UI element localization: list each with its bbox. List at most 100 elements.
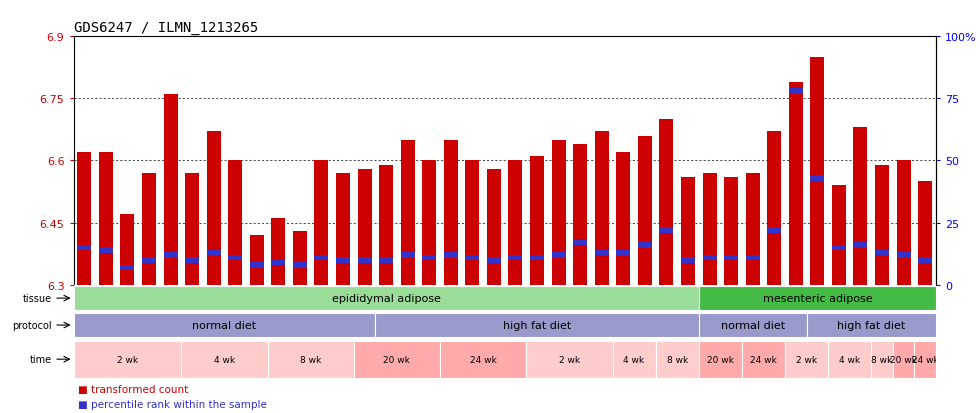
Text: normal diet: normal diet — [192, 320, 257, 330]
Bar — [785, 341, 828, 378]
Bar — [612, 341, 656, 378]
Bar — [638, 136, 652, 285]
Bar — [358, 169, 371, 285]
Bar — [444, 140, 458, 285]
Text: 2 wk: 2 wk — [559, 355, 580, 364]
Bar — [336, 257, 350, 263]
Bar — [440, 341, 526, 378]
Text: protocol: protocol — [13, 320, 52, 330]
Text: 20 wk: 20 wk — [890, 355, 917, 364]
Bar — [315, 255, 328, 261]
Text: 4 wk: 4 wk — [839, 355, 860, 364]
Bar — [724, 255, 738, 261]
Bar — [228, 161, 242, 285]
Bar — [526, 341, 612, 378]
Bar — [810, 58, 824, 285]
Bar — [573, 145, 587, 285]
Bar — [530, 157, 544, 285]
Bar — [832, 186, 846, 285]
Bar — [875, 250, 889, 256]
Bar — [271, 260, 285, 266]
Text: 8 wk: 8 wk — [666, 355, 688, 364]
Bar — [810, 176, 824, 181]
Bar — [164, 95, 177, 285]
Text: 2 wk: 2 wk — [796, 355, 817, 364]
Bar — [271, 219, 285, 285]
Bar — [573, 240, 587, 246]
Bar — [121, 265, 134, 271]
Bar — [185, 257, 199, 263]
Bar — [99, 153, 113, 285]
Bar — [828, 341, 871, 378]
Text: epididymal adipose: epididymal adipose — [331, 293, 441, 304]
Text: time: time — [29, 354, 52, 364]
Bar — [681, 178, 695, 285]
Bar — [660, 120, 673, 285]
Bar — [375, 313, 699, 337]
Bar — [767, 228, 781, 233]
Bar — [74, 285, 936, 413]
Bar — [77, 245, 91, 251]
Bar — [250, 235, 264, 285]
Text: 24 wk: 24 wk — [911, 355, 939, 364]
Text: 8 wk: 8 wk — [871, 355, 893, 364]
Bar — [354, 341, 440, 378]
Bar — [268, 341, 354, 378]
Text: 2 wk: 2 wk — [117, 355, 138, 364]
Bar — [703, 255, 716, 261]
Bar — [875, 165, 889, 285]
Bar — [789, 89, 803, 95]
Bar — [336, 173, 350, 285]
Bar — [893, 341, 914, 378]
Bar — [164, 252, 177, 258]
Bar — [74, 313, 375, 337]
Bar — [789, 83, 803, 285]
Text: GDS6247 / ILMN_1213265: GDS6247 / ILMN_1213265 — [74, 21, 258, 35]
Text: tissue: tissue — [23, 293, 52, 304]
Bar — [918, 257, 932, 263]
Text: normal diet: normal diet — [720, 320, 785, 330]
Bar — [746, 173, 760, 285]
Text: 24 wk: 24 wk — [469, 355, 497, 364]
Text: 4 wk: 4 wk — [214, 355, 235, 364]
Bar — [487, 257, 501, 263]
Bar — [767, 132, 781, 285]
Bar — [181, 341, 268, 378]
Bar — [401, 252, 415, 258]
Bar — [656, 341, 699, 378]
Bar — [422, 255, 436, 261]
Bar — [207, 250, 220, 256]
Text: ■ transformed count: ■ transformed count — [78, 384, 188, 394]
Text: 20 wk: 20 wk — [707, 355, 734, 364]
Bar — [854, 128, 867, 285]
Bar — [315, 161, 328, 285]
Bar — [871, 341, 893, 378]
Bar — [832, 245, 846, 251]
Text: mesenteric adipose: mesenteric adipose — [762, 293, 872, 304]
Bar — [250, 262, 264, 268]
Text: 4 wk: 4 wk — [623, 355, 645, 364]
Bar — [379, 257, 393, 263]
Bar — [466, 161, 479, 285]
Bar — [530, 255, 544, 261]
Bar — [552, 252, 565, 258]
Text: high fat diet: high fat diet — [503, 320, 571, 330]
Bar — [77, 153, 91, 285]
Text: 8 wk: 8 wk — [300, 355, 321, 364]
Bar — [142, 173, 156, 285]
Bar — [742, 341, 785, 378]
Bar — [660, 228, 673, 233]
Bar — [487, 169, 501, 285]
Bar — [293, 262, 307, 268]
Bar — [681, 257, 695, 263]
Bar — [552, 140, 565, 285]
Bar — [616, 250, 630, 256]
Bar — [207, 132, 220, 285]
Text: high fat diet: high fat diet — [837, 320, 906, 330]
Bar — [185, 173, 199, 285]
Bar — [466, 255, 479, 261]
Bar — [897, 252, 910, 258]
Bar — [724, 178, 738, 285]
Bar — [854, 242, 867, 248]
Bar — [422, 161, 436, 285]
